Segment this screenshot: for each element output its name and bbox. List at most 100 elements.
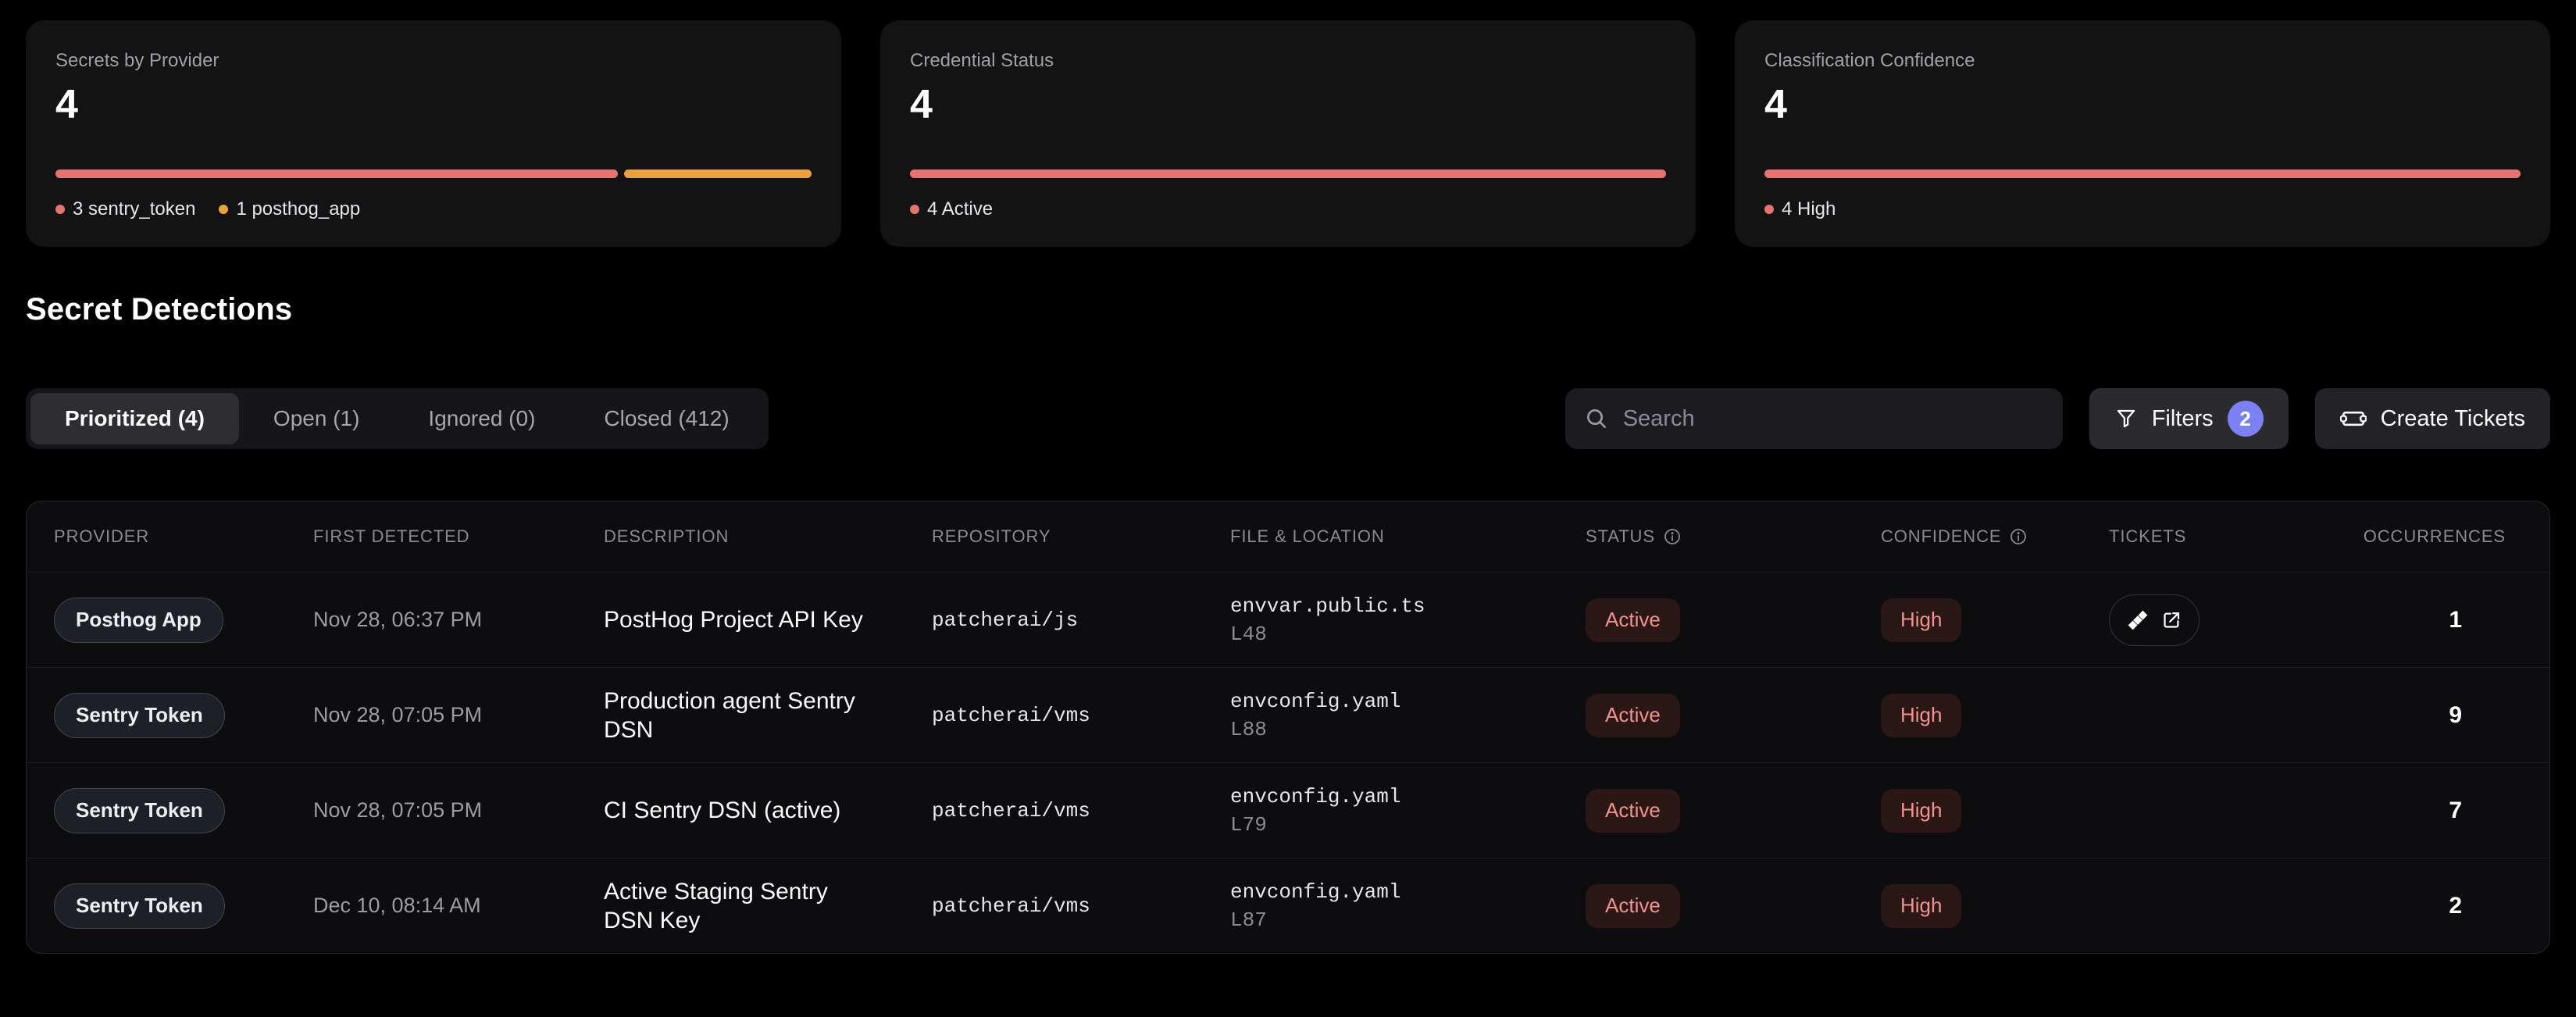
card-value: 4 — [55, 82, 78, 127]
filters-button[interactable]: Filters 2 — [2089, 388, 2289, 449]
confidence-badge: High — [1881, 788, 1962, 833]
tab-prioritized-4[interactable]: Prioritized (4) — [30, 393, 239, 444]
provider-badge: Posthog App — [54, 597, 223, 643]
first-detected-cell: Nov 28, 06:37 PM — [313, 608, 483, 631]
col-header-provider: Provider — [54, 526, 150, 546]
card-distribution-bar — [910, 170, 1666, 178]
tab-closed-412[interactable]: Closed (412) — [569, 393, 763, 444]
provider-cell: Sentry Token — [27, 883, 286, 929]
provider-cell: Posthog App — [27, 597, 286, 643]
bar-segment — [55, 170, 618, 178]
card-legend: 3 sentry_token 1 posthog_app — [55, 198, 812, 220]
bar-segment — [910, 170, 1666, 178]
status-cell: Active — [1558, 883, 1854, 928]
description-cell: CI Sentry DSN (active) — [604, 798, 841, 823]
table-header-row: Provider First Detected Description Repo… — [27, 501, 2549, 572]
table-row[interactable]: Sentry Token Nov 28, 07:05 PM Production… — [27, 667, 2549, 762]
tab-open-1[interactable]: Open (1) — [239, 393, 394, 444]
search-box — [1565, 388, 2063, 449]
legend-dot — [55, 205, 65, 214]
col-header-confidence: Confidence — [1854, 526, 2082, 547]
confidence-cell: High — [1854, 788, 2082, 833]
table-row[interactable]: Posthog App Nov 28, 06:37 PM PostHog Pro… — [27, 572, 2549, 667]
confidence-cell: High — [1854, 693, 2082, 737]
repository-cell: patcherai/vms — [932, 798, 1090, 823]
table-row[interactable]: Sentry Token Nov 28, 07:05 PM CI Sentry … — [27, 762, 2549, 858]
occurrences-cell: 7 — [2449, 797, 2462, 823]
legend-label: 4 High — [1782, 198, 1836, 219]
status-cell: Active — [1558, 788, 1854, 833]
provider-badge: Sentry Token — [54, 883, 225, 929]
confidence-badge: High — [1881, 883, 1962, 928]
line-number: L88 — [1230, 717, 1267, 741]
first-detected-cell: Nov 28, 07:05 PM — [313, 703, 483, 726]
status-header-label: Status — [1586, 526, 1655, 546]
confidence-cell: High — [1854, 883, 2082, 928]
status-cell: Active — [1558, 693, 1854, 737]
tab-ignored-0[interactable]: Ignored (0) — [394, 393, 569, 444]
col-header-description: Description — [604, 526, 730, 546]
jira-ticket-link[interactable] — [2109, 594, 2200, 646]
line-number: L87 — [1230, 908, 1267, 932]
status-badge: Active — [1586, 598, 1680, 642]
jira-icon — [2128, 610, 2148, 630]
status-tabs: Prioritized (4) Open (1) Ignored (0) Closed… — [26, 388, 769, 449]
bar-segment — [1764, 170, 2521, 178]
card-title: Classification Confidence — [1764, 50, 1975, 71]
file-name: envconfig.yaml — [1230, 689, 1401, 713]
external-link-icon — [2164, 612, 2180, 628]
description-cell: Active Staging Sentry DSN Key — [604, 878, 828, 933]
legend-dot — [1764, 205, 1774, 214]
description-cell: Production agent Sentry DSN — [604, 687, 855, 743]
legend-label: 3 sentry_token — [73, 198, 196, 219]
first-detected-cell: Nov 28, 07:05 PM — [313, 798, 483, 822]
info-icon[interactable] — [2009, 527, 2028, 546]
table-row[interactable]: Sentry Token Dec 10, 08:14 AM Active Sta… — [27, 858, 2549, 953]
line-number: L79 — [1230, 812, 1267, 837]
search-input[interactable] — [1622, 405, 2044, 432]
provider-badge: Sentry Token — [54, 692, 225, 738]
repository-cell: patcherai/js — [932, 608, 1079, 632]
card-legend: 4 Active — [910, 198, 1666, 220]
legend-item: 4 Active — [910, 198, 993, 220]
file-location-cell: envconfig.yaml L87 — [1203, 880, 1558, 932]
create-tickets-button[interactable]: Create Tickets — [2314, 388, 2550, 449]
confidence-badge: High — [1881, 693, 1962, 737]
filters-label: Filters — [2151, 405, 2214, 431]
description-cell: PostHog Project API Key — [604, 607, 863, 633]
toolbar: Prioritized (4) Open (1) Ignored (0) Closed… — [26, 388, 2550, 449]
card-title: Credential Status — [910, 50, 1054, 71]
status-badge: Active — [1586, 883, 1680, 928]
repository-cell: patcherai/vms — [932, 894, 1090, 918]
file-location-cell: envvar.public.ts L48 — [1203, 594, 1558, 646]
provider-badge: Sentry Token — [54, 787, 225, 833]
col-header-repository: Repository — [932, 526, 1051, 546]
file-location-cell: envconfig.yaml L79 — [1203, 785, 1558, 837]
col-header-tickets: Tickets — [2109, 526, 2187, 546]
status-cell: Active — [1558, 598, 1854, 642]
card-value: 4 — [1764, 82, 1787, 127]
first-detected-cell: Dec 10, 08:14 AM — [313, 894, 481, 917]
stat-card: Secrets by Provider 4 3 sentry_token 1 po… — [26, 20, 841, 247]
occurrences-cell: 2 — [2449, 892, 2462, 919]
card-value: 4 — [910, 82, 933, 127]
filter-funnel-icon — [2117, 409, 2135, 428]
legend-dot — [910, 205, 919, 214]
info-icon[interactable] — [1663, 527, 1682, 546]
col-header-file-location: File & Location — [1230, 526, 1385, 546]
filters-count-badge: 2 — [2227, 401, 2264, 437]
col-header-occurrences: Occurrences — [2363, 526, 2506, 546]
occurrences-cell: 9 — [2449, 701, 2462, 728]
status-badge: Active — [1586, 788, 1680, 833]
stat-card: Credential Status 4 4 Active — [880, 20, 1696, 247]
col-header-first-detected: First Detected — [313, 526, 470, 546]
legend-label: 4 Active — [927, 198, 994, 219]
detections-table: Provider First Detected Description Repo… — [26, 501, 2550, 954]
card-distribution-bar — [55, 170, 812, 178]
secrets-dashboard: Secrets by Provider 4 3 sentry_token 1 po… — [26, 20, 2550, 954]
create-tickets-label: Create Tickets — [2380, 405, 2525, 431]
page-title: Secret Detections — [26, 292, 293, 327]
occurrences-cell: 1 — [2449, 606, 2462, 633]
file-location-cell: envconfig.yaml L88 — [1203, 690, 1558, 741]
legend-item: 3 sentry_token — [55, 198, 195, 220]
